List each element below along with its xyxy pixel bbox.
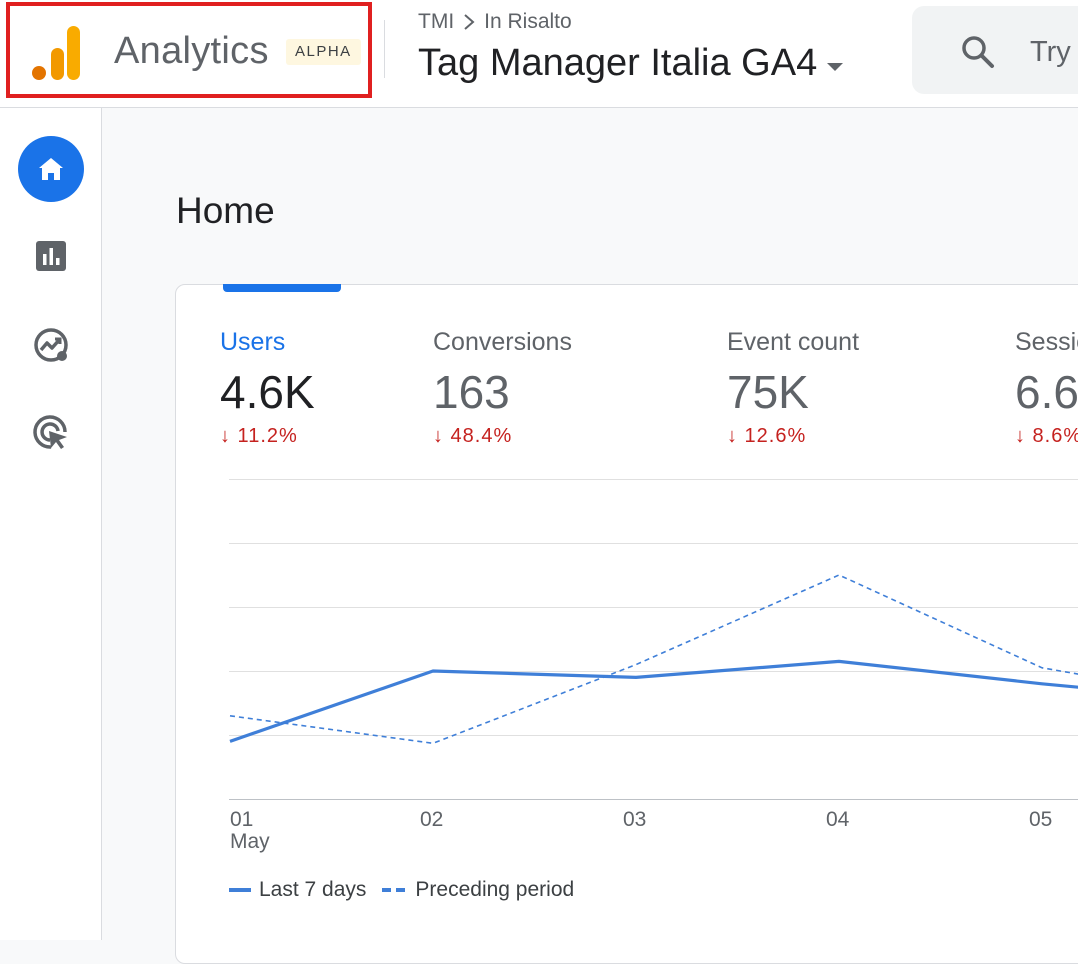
x-tick-label: 01 xyxy=(230,808,254,831)
home-icon xyxy=(39,158,63,180)
property-selector[interactable]: Tag Manager Italia GA4 xyxy=(418,42,844,85)
search-icon xyxy=(962,36,994,68)
advertising-icon xyxy=(33,415,67,449)
chevron-right-icon xyxy=(464,14,475,30)
page-title: Home xyxy=(176,190,275,231)
breadcrumb-property[interactable]: In Risalto xyxy=(484,10,572,33)
metric-value: 75K xyxy=(727,366,809,418)
metric-value: 6.6 xyxy=(1015,366,1078,418)
legend-dashed-swatch xyxy=(382,888,406,892)
legend-label-current: Last 7 days xyxy=(259,878,367,901)
nav-reports[interactable] xyxy=(18,223,84,289)
alpha-badge: ALPHA xyxy=(286,39,361,65)
chart-legend: Last 7 days Preceding period xyxy=(229,878,574,902)
analytics-logo-icon xyxy=(32,26,80,80)
explore-icon xyxy=(34,328,68,362)
x-tick-label: 05 xyxy=(1029,808,1053,831)
search-bar[interactable]: Try xyxy=(912,6,1078,94)
metric-conversions[interactable]: Conversions 163 ↓ 48.4% xyxy=(433,328,572,448)
metric-delta: ↓ 8.6% xyxy=(1015,425,1078,447)
metric-event-count[interactable]: Event count 75K ↓ 12.6% xyxy=(727,328,859,448)
x-tick-label: 03 xyxy=(623,808,647,831)
reports-icon xyxy=(36,241,66,271)
header-divider xyxy=(384,20,385,78)
x-tick-label: 02 xyxy=(420,808,444,831)
x-tick-month: May xyxy=(230,830,270,853)
chart-gridline xyxy=(229,607,1078,608)
x-tick-label: 04 xyxy=(826,808,850,831)
nav-advertising[interactable] xyxy=(18,400,84,466)
chart-gridline xyxy=(229,671,1078,672)
metric-label: Conversions xyxy=(433,328,572,356)
series-line-preceding-period xyxy=(229,574,1078,745)
property-title: Tag Manager Italia GA4 xyxy=(418,42,818,84)
metric-sessions[interactable]: Sessio 6.6 ↓ 8.6% xyxy=(1015,328,1078,448)
metric-users[interactable]: Users 4.6K ↓ 11.2% xyxy=(220,328,315,448)
legend-label-previous: Preceding period xyxy=(415,878,575,901)
metric-value: 163 xyxy=(433,366,510,418)
metric-delta: ↓ 11.2% xyxy=(220,425,298,447)
metric-delta: ↓ 12.6% xyxy=(727,425,807,447)
overview-card xyxy=(175,284,1078,964)
top-app-bar: Analytics ALPHA TMI In Risalto Tag Manag… xyxy=(0,0,1078,108)
series-line-last-7-days xyxy=(229,659,1078,743)
active-metric-indicator xyxy=(223,284,341,292)
app-name: Analytics xyxy=(114,30,269,72)
metric-delta: ↓ 48.4% xyxy=(433,425,513,447)
metric-label: Users xyxy=(220,328,286,356)
breadcrumb[interactable]: TMI In Risalto xyxy=(418,10,572,34)
search-input[interactable]: Try xyxy=(1030,36,1071,68)
metric-label: Event count xyxy=(727,328,860,356)
dropdown-arrow-icon xyxy=(827,62,844,71)
nav-rail xyxy=(0,108,102,940)
analytics-logo-highlight[interactable]: Analytics ALPHA xyxy=(6,2,372,98)
metric-value: 4.6K xyxy=(220,366,315,418)
legend-solid-swatch xyxy=(229,888,251,892)
chart-gridline xyxy=(229,735,1078,736)
nav-explore[interactable] xyxy=(18,312,84,378)
breadcrumb-account[interactable]: TMI xyxy=(418,10,455,33)
users-line-chart xyxy=(229,574,1078,745)
metric-label: Sessio xyxy=(1015,328,1078,356)
chart-x-axis xyxy=(229,799,1078,800)
chart-gridline xyxy=(229,479,1078,480)
nav-home[interactable] xyxy=(18,136,84,202)
chart-gridline xyxy=(229,543,1078,544)
